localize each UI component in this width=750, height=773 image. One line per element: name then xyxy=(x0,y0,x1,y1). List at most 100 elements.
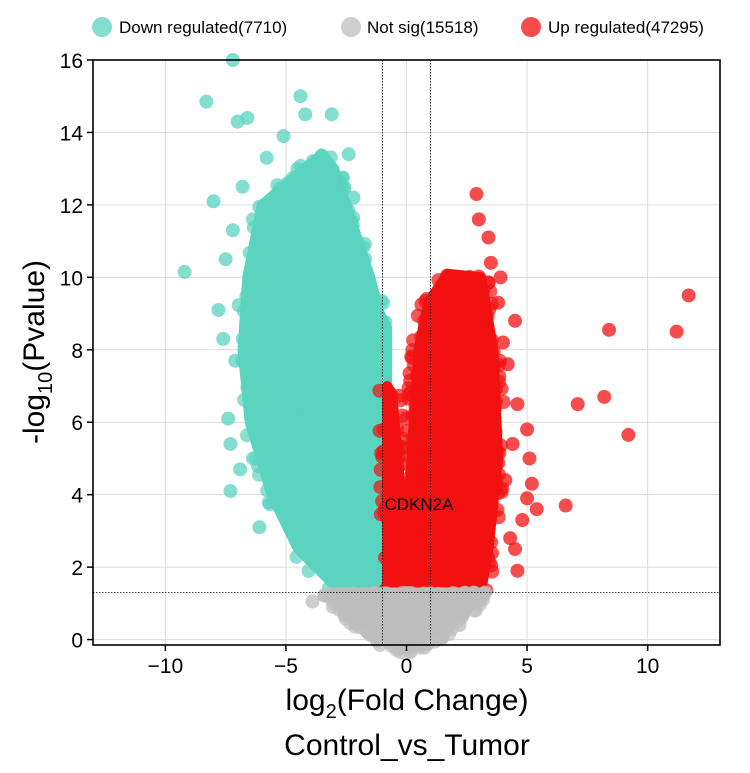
up-regulated-point xyxy=(435,416,450,431)
up-regulated-point xyxy=(430,533,445,548)
down-regulated-point xyxy=(334,176,349,191)
down-regulated-point xyxy=(270,274,285,289)
up-regulated-point xyxy=(432,560,447,575)
down-regulated-point xyxy=(347,536,362,551)
down-regulated-point xyxy=(252,404,267,419)
down-regulated-point xyxy=(359,277,374,292)
down-regulated-point xyxy=(259,150,274,165)
down-regulated-point xyxy=(269,337,284,352)
up-regulated-point xyxy=(491,456,506,471)
up-regulated-point xyxy=(488,382,503,397)
up-regulated-point xyxy=(466,463,481,478)
down-regulated-point xyxy=(364,312,379,327)
up-regulated-point xyxy=(597,389,612,404)
up-regulated-point xyxy=(510,563,525,578)
up-regulated-point xyxy=(479,353,494,368)
up-regulated-point xyxy=(477,558,492,573)
down-regulated-point xyxy=(260,217,275,232)
down-regulated-point xyxy=(324,107,339,122)
down-regulated-point xyxy=(223,484,238,499)
down-regulated-point xyxy=(339,296,354,311)
down-regulated-point xyxy=(240,110,255,125)
up-regulated-point xyxy=(463,382,478,397)
down-regulated-point xyxy=(359,421,374,436)
up-regulated-point xyxy=(529,502,544,517)
y-axis-title: -log10(Pvalue) xyxy=(18,260,57,444)
down-regulated-point xyxy=(302,434,317,449)
down-regulated-point xyxy=(292,441,307,456)
down-regulated-point xyxy=(341,203,356,218)
down-regulated-point xyxy=(248,385,263,400)
up-regulated-point xyxy=(389,558,404,573)
legend-marker-notsig xyxy=(341,17,361,37)
up-regulated-point xyxy=(378,550,393,565)
down-regulated-point xyxy=(256,438,271,453)
up-regulated-point xyxy=(406,333,421,348)
not-sig-point xyxy=(452,618,467,633)
up-regulated-point xyxy=(410,308,425,323)
down-regulated-point xyxy=(315,517,330,532)
down-regulated-point xyxy=(278,357,293,372)
down-regulated-point xyxy=(338,352,353,367)
up-regulated-point xyxy=(444,484,459,499)
down-regulated-point xyxy=(265,494,280,509)
down-regulated-point xyxy=(199,94,214,109)
data-points xyxy=(177,53,696,660)
up-regulated-point xyxy=(412,355,427,370)
down-regulated-point xyxy=(377,325,392,340)
up-regulated-point xyxy=(491,295,506,310)
down-regulated-point xyxy=(318,391,333,406)
down-regulated-point xyxy=(267,480,282,495)
down-regulated-point xyxy=(304,328,319,343)
down-regulated-point xyxy=(244,274,259,289)
down-regulated-point xyxy=(252,199,267,214)
up-regulated-point xyxy=(483,255,498,270)
up-regulated-point xyxy=(464,420,479,435)
down-regulated-point xyxy=(343,507,358,522)
down-regulated-point xyxy=(298,348,313,363)
up-regulated-point xyxy=(484,497,499,512)
down-regulated-point xyxy=(344,250,359,265)
up-regulated-point xyxy=(488,424,503,439)
down-regulated-point xyxy=(276,129,291,144)
y-tick-label: 16 xyxy=(60,50,83,73)
down-regulated-point xyxy=(271,251,286,266)
down-regulated-point xyxy=(235,179,250,194)
up-regulated-point xyxy=(386,539,401,554)
up-regulated-point xyxy=(417,460,432,475)
down-regulated-point xyxy=(356,512,371,527)
up-regulated-point xyxy=(384,388,399,403)
not-sig-point xyxy=(346,599,361,614)
down-regulated-point xyxy=(267,399,282,414)
axes: −10 −5 0 5 10 0 2 4 6 8 10 12 14 16 xyxy=(60,50,660,678)
not-sig-point xyxy=(400,609,415,624)
down-regulated-point xyxy=(256,427,271,442)
up-regulated-point xyxy=(467,478,482,493)
up-regulated-point xyxy=(471,522,486,537)
up-regulated-point xyxy=(442,354,457,369)
up-regulated-point xyxy=(397,479,412,494)
down-regulated-point xyxy=(298,107,313,122)
up-regulated-point xyxy=(508,313,523,328)
up-regulated-point xyxy=(558,498,573,513)
up-regulated-point xyxy=(471,212,486,227)
not-sig-point xyxy=(445,603,460,618)
down-regulated-point xyxy=(291,330,306,345)
up-regulated-point xyxy=(429,373,444,388)
up-regulated-point xyxy=(621,427,636,442)
up-regulated-point xyxy=(429,339,444,354)
down-regulated-point xyxy=(225,223,240,238)
x-tick-label: 0 xyxy=(401,655,413,678)
legend-label-up: Up regulated(47295) xyxy=(548,18,704,37)
up-regulated-point xyxy=(418,522,433,537)
legend: Down regulated(7710) Not sig(15518) Up r… xyxy=(92,17,704,37)
up-regulated-point xyxy=(372,383,387,398)
up-regulated-point xyxy=(484,535,499,550)
up-regulated-point xyxy=(602,322,617,337)
up-regulated-point xyxy=(418,562,433,577)
x-axis-subtitle: Control_vs_Tumor xyxy=(284,729,530,762)
down-regulated-point xyxy=(350,316,365,331)
up-regulated-point xyxy=(442,366,457,381)
y-tick-label: 0 xyxy=(71,630,83,653)
up-regulated-point xyxy=(456,321,471,336)
